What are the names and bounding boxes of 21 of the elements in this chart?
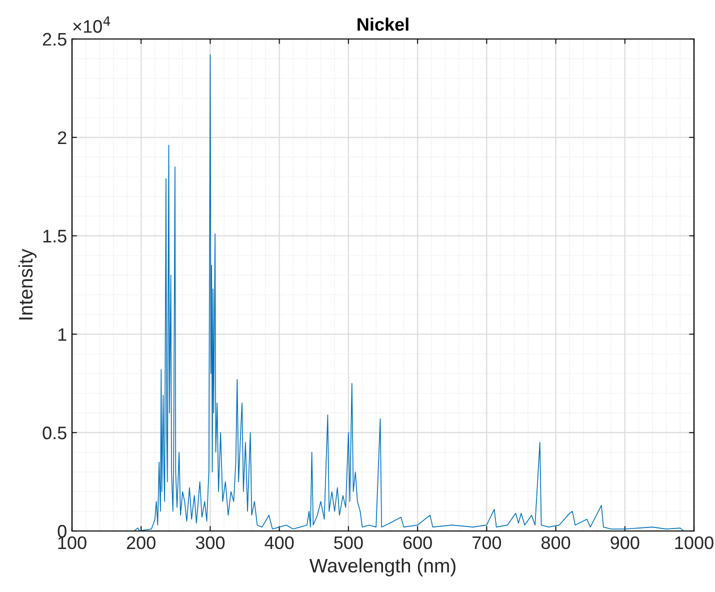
y-tick-label: 1.5 xyxy=(43,230,66,243)
x-tick-label: 500 xyxy=(334,536,363,550)
y-axis-title: Intensity xyxy=(18,248,36,320)
x-tick-label: 900 xyxy=(610,536,640,550)
y-tick-label: 1 xyxy=(58,328,66,341)
x-tick-label: 1000 xyxy=(675,536,714,550)
x-tick-label: 800 xyxy=(542,536,570,550)
x-tick-label: 300 xyxy=(196,536,225,550)
y-tick-label: 2 xyxy=(58,131,66,144)
chart-title: Nickel xyxy=(358,18,408,31)
x-tick-label: 200 xyxy=(126,536,156,550)
x-axis-title: Wavelength (nm) xyxy=(309,558,456,576)
y-tick-label: 0 xyxy=(58,524,66,538)
x-tick-label: 700 xyxy=(472,536,502,550)
x-tick-label: 400 xyxy=(264,536,294,550)
text: ×10$^{4}$ xyxy=(73,16,110,33)
y-tick-label: 2.5 xyxy=(42,32,66,46)
line-series xyxy=(134,54,684,531)
x-tick-label: 100 xyxy=(58,536,86,550)
y-tick-label: 0.5 xyxy=(42,426,66,440)
x-tick-label: 600 xyxy=(403,536,432,550)
